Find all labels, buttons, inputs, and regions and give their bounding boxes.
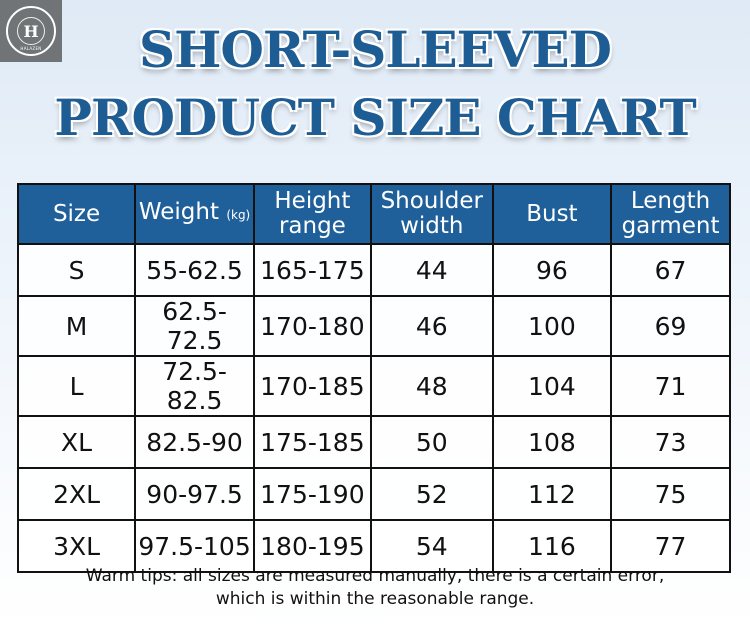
table-row: 2XL 90-97.5 175-190 52 112 75 — [16, 467, 731, 521]
table-row: 3XL 97.5-105 180-195 54 116 77 — [16, 519, 731, 573]
table-cell: 170-185 — [253, 355, 372, 417]
table-cell: 52 — [369, 467, 494, 521]
table-cell: 104 — [491, 355, 613, 417]
table-cell: 112 — [491, 467, 613, 521]
logo-ring: H HALAZEN — [6, 6, 56, 56]
table-cell: 180-195 — [253, 519, 372, 573]
table-cell: 46 — [369, 295, 494, 357]
table-cell: 170-180 — [253, 295, 372, 357]
table-cell: 62.5-72.5 — [134, 295, 255, 357]
column-header: Height range — [253, 183, 372, 245]
brand-logo: H HALAZEN — [0, 0, 62, 62]
table-cell: 71 — [610, 355, 731, 417]
table-cell: 69 — [610, 295, 731, 357]
table-cell: 67 — [610, 243, 731, 297]
tips-line-1: Warm tips: all sizes are measured manual… — [85, 566, 665, 586]
title-line-1: SHORT-SLEEVED — [138, 20, 612, 79]
column-header-label: Height range — [274, 188, 351, 239]
size-table: Size Weight (kg) Height range Shoulder widt… — [16, 183, 731, 573]
table-cell: 54 — [369, 519, 494, 573]
table-cell: 96 — [491, 243, 613, 297]
table-cell: 90-97.5 — [134, 467, 255, 521]
table-cell: 72.5-82.5 — [134, 355, 255, 417]
column-header: Size — [16, 183, 137, 245]
column-header: Shoulder width — [369, 183, 494, 245]
column-header-label: Length garment — [621, 188, 720, 239]
table-cell: 175-190 — [253, 467, 372, 521]
table-cell: 97.5-105 — [134, 519, 255, 573]
column-header-label: Size — [52, 200, 101, 227]
table-cell: M — [16, 295, 137, 357]
table-cell: 75 — [610, 467, 731, 521]
column-header: Bust — [491, 183, 613, 245]
table-cell: L — [16, 355, 137, 417]
table-cell: 175-185 — [253, 415, 372, 469]
table-cell: 2XL — [16, 467, 137, 521]
title-line-2: PRODUCT SIZE CHART — [54, 88, 696, 147]
table-cell: 50 — [369, 415, 494, 469]
logo-text: HALAZEN — [20, 46, 42, 51]
column-header-label: Shoulder width — [380, 188, 483, 239]
table-cell: 165-175 — [253, 243, 372, 297]
table-cell: 100 — [491, 295, 613, 357]
table-cell: S — [16, 243, 137, 297]
tips-line-2: which is within the reasonable range. — [215, 589, 535, 609]
column-header-label: Bust — [526, 200, 578, 227]
table-cell: 82.5-90 — [134, 415, 255, 469]
table-cell: XL — [16, 415, 137, 469]
column-header-label: Weight — [138, 199, 219, 225]
table-cell: 108 — [491, 415, 613, 469]
table-cell: 77 — [610, 519, 731, 573]
table-cell: 48 — [369, 355, 494, 417]
column-header-unit: (kg) — [226, 208, 251, 222]
table-cell: 116 — [491, 519, 613, 573]
table-row: M 62.5-72.5 170-180 46 100 69 — [16, 295, 731, 357]
header-row: Size Weight (kg) Height range Shoulder widt… — [16, 183, 731, 245]
table-cell: 44 — [369, 243, 494, 297]
table-cell: 73 — [610, 415, 731, 469]
column-header: Weight (kg) — [134, 183, 255, 245]
table-cell: 55-62.5 — [134, 243, 255, 297]
table-cell: 3XL — [16, 519, 137, 573]
logo-letter: H — [17, 17, 45, 45]
table-row: L 72.5-82.5 170-185 48 104 71 — [16, 355, 731, 417]
warm-tips: Warm tips: all sizes are measured manual… — [0, 565, 750, 611]
table-row: XL 82.5-90 175-185 50 108 73 — [16, 415, 731, 469]
table-row: S 55-62.5 165-175 44 96 67 — [16, 243, 731, 297]
column-header: Length garment — [610, 183, 731, 245]
